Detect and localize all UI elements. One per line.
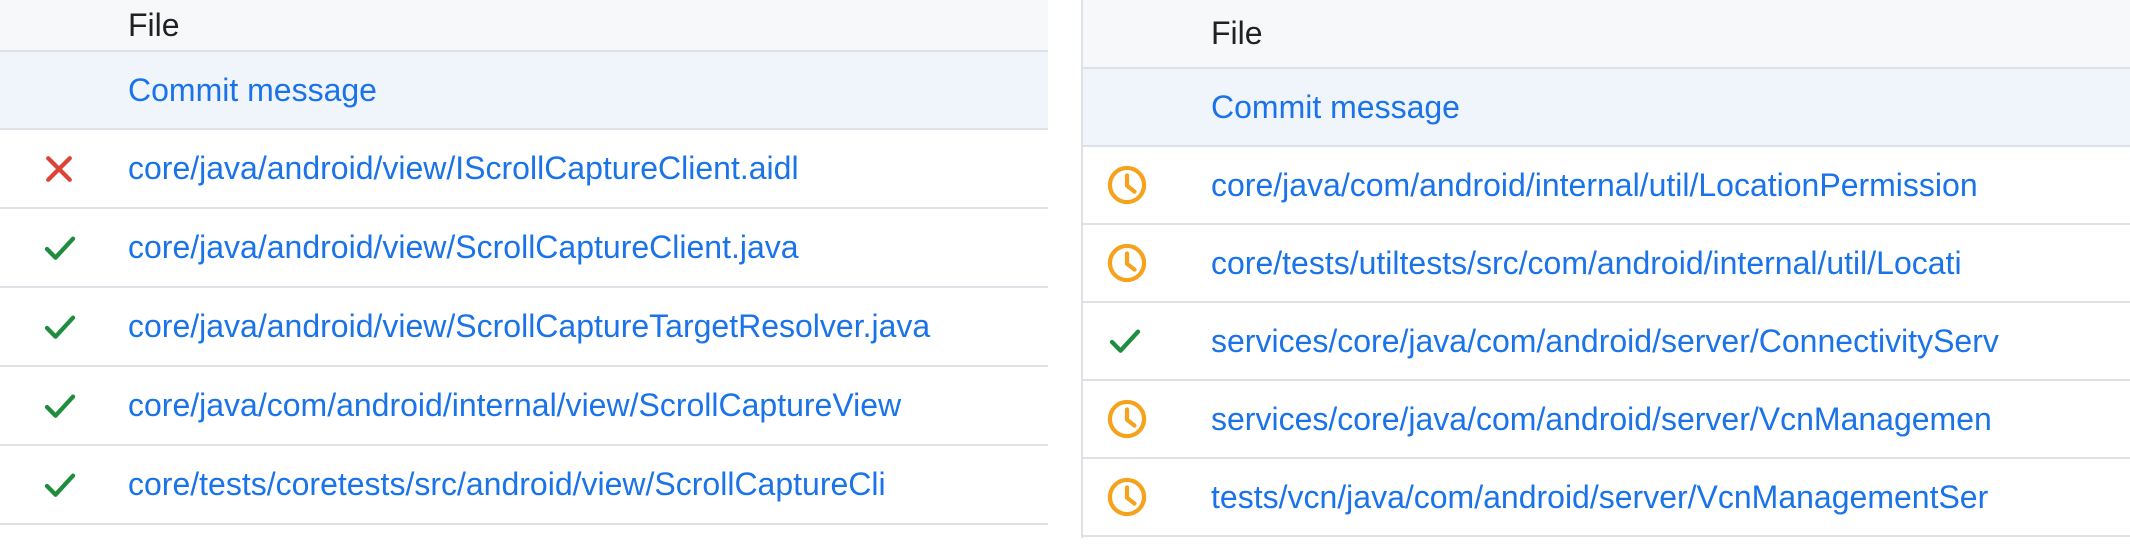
check-icon bbox=[1105, 321, 1145, 361]
file-column-header: File bbox=[128, 6, 180, 43]
check-icon bbox=[40, 386, 80, 426]
file-column-header-row: File bbox=[1083, 0, 2130, 69]
clock-icon bbox=[1105, 397, 1149, 441]
file-list-panel-left: File Commit message core/java/android/vi… bbox=[0, 0, 1048, 526]
file-row: core/java/android/view/ScrollCaptureTarg… bbox=[0, 288, 1048, 367]
file-row: core/java/com/android/internal/util/Loca… bbox=[1083, 147, 2130, 225]
file-path-link[interactable]: core/tests/coretests/src/android/view/Sc… bbox=[128, 466, 886, 502]
file-row: core/java/android/view/ScrollCaptureClie… bbox=[0, 209, 1048, 288]
file-row: tests/vcn/java/com/android/server/VcnMan… bbox=[1083, 459, 2130, 537]
file-list-panel-right: File Commit message core/java/com/androi… bbox=[1081, 0, 2130, 538]
check-icon bbox=[40, 228, 80, 268]
file-path-link[interactable]: services/core/java/com/android/server/Vc… bbox=[1211, 400, 1992, 437]
x-icon bbox=[40, 150, 78, 188]
file-path-link[interactable]: core/java/com/android/internal/util/Loca… bbox=[1211, 166, 1978, 203]
file-column-header: File bbox=[1211, 15, 1263, 51]
clock-icon bbox=[1105, 475, 1149, 519]
commit-message-link[interactable]: Commit message bbox=[1211, 88, 1460, 125]
file-path-link[interactable]: services/core/java/com/android/server/Co… bbox=[1211, 322, 1999, 359]
commit-message-link[interactable]: Commit message bbox=[128, 71, 377, 108]
file-path-link[interactable]: tests/vcn/java/com/android/server/VcnMan… bbox=[1211, 478, 1989, 515]
file-path-link[interactable]: core/tests/utiltests/src/com/android/int… bbox=[1211, 244, 1962, 281]
file-row: services/core/java/com/android/server/Vc… bbox=[1083, 381, 2130, 459]
commit-message-row[interactable]: Commit message bbox=[0, 52, 1048, 130]
file-row: core/java/com/android/internal/view/Scro… bbox=[0, 367, 1048, 446]
file-row: services/core/java/com/android/server/Co… bbox=[1083, 303, 2130, 381]
file-row: core/tests/utiltests/src/com/android/int… bbox=[1083, 225, 2130, 303]
check-icon bbox=[40, 465, 80, 505]
file-path-link[interactable]: core/java/android/view/ScrollCaptureClie… bbox=[128, 229, 799, 265]
file-path-link[interactable]: core/java/com/android/internal/view/Scro… bbox=[128, 387, 902, 423]
commit-message-row[interactable]: Commit message bbox=[1083, 69, 2130, 147]
clock-icon bbox=[1105, 241, 1149, 285]
file-path-link[interactable]: core/java/android/view/ScrollCaptureTarg… bbox=[128, 308, 931, 344]
file-column-header-row: File bbox=[0, 0, 1048, 52]
file-path-link[interactable]: core/java/android/view/IScrollCaptureCli… bbox=[128, 150, 799, 186]
check-icon bbox=[40, 307, 80, 347]
clock-icon bbox=[1105, 163, 1149, 207]
file-row: core/java/android/view/IScrollCaptureCli… bbox=[0, 130, 1048, 209]
file-row: core/tests/coretests/src/android/view/Sc… bbox=[0, 446, 1048, 525]
